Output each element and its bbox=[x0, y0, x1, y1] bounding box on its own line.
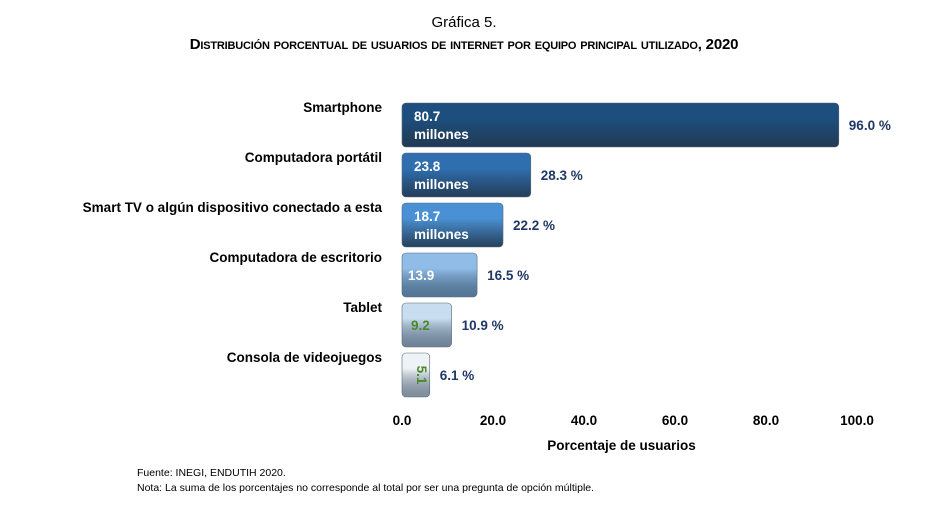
x-tick-label: 20.0 bbox=[480, 413, 506, 428]
category-label: Tablet bbox=[343, 300, 382, 315]
value-label: 10.9 % bbox=[462, 318, 504, 333]
x-tick-label: 100.0 bbox=[840, 413, 874, 428]
value-label: 16.5 % bbox=[487, 268, 529, 283]
value-label: 22.2 % bbox=[513, 218, 555, 233]
inner-label: 18.7 bbox=[414, 209, 440, 224]
x-tick-label: 0.0 bbox=[393, 413, 412, 428]
category-label: Smartphone bbox=[303, 100, 382, 115]
bar-shade bbox=[401, 202, 504, 248]
inner-label: 13.9 bbox=[408, 268, 434, 283]
inner-label-unit: millones bbox=[414, 227, 469, 242]
value-label: 6.1 % bbox=[440, 368, 475, 383]
category-label: Consola de videojuegos bbox=[227, 350, 382, 365]
source-note: Fuente: INEGI, ENDUTIH 2020. bbox=[137, 467, 286, 479]
inner-label-unit: millones bbox=[414, 177, 469, 192]
bar-shade bbox=[401, 102, 840, 148]
footnote: Nota: La suma de los porcentajes no corr… bbox=[137, 482, 595, 494]
inner-label-unit: millones bbox=[414, 127, 469, 142]
x-axis-label: Porcentaje de usuarios bbox=[547, 438, 696, 453]
x-tick-label: 40.0 bbox=[571, 413, 597, 428]
inner-label: 9.2 bbox=[411, 318, 430, 333]
inner-label: 5.1 bbox=[414, 366, 429, 385]
inner-label: 80.7 bbox=[414, 109, 440, 124]
category-label: Smart TV o algún dispositivo conectado a… bbox=[83, 200, 383, 215]
x-tick-label: 80.0 bbox=[753, 413, 779, 428]
chart-number: Gráfica 5. bbox=[431, 14, 497, 31]
category-label: Computadora portátil bbox=[245, 150, 382, 165]
bar-shade bbox=[401, 152, 532, 198]
bar-shade bbox=[401, 302, 452, 348]
value-label: 28.3 % bbox=[541, 168, 583, 183]
chart-title: Distribución porcentual de usuarios de i… bbox=[189, 36, 739, 53]
x-tick-label: 60.0 bbox=[662, 413, 688, 428]
inner-label: 23.8 bbox=[414, 159, 441, 174]
bar-shade bbox=[401, 252, 478, 298]
bar-shade bbox=[401, 352, 431, 398]
category-label: Computadora de escritorio bbox=[209, 250, 382, 265]
value-label: 96.0 % bbox=[849, 118, 891, 133]
